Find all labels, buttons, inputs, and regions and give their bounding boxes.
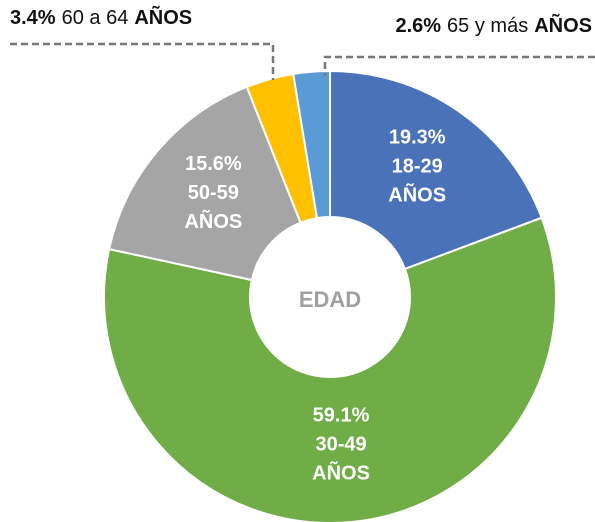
outside-label-value: 3.4% <box>10 7 56 29</box>
segment-label-line: 19.3% <box>389 126 446 148</box>
outside-label-category: 60 a 64 <box>62 7 129 29</box>
outside-label: 2.6% 65 y más AÑOS <box>395 14 592 37</box>
outside-label-unit: AÑOS <box>134 6 192 29</box>
donut-segment <box>103 216 557 522</box>
leader-line <box>10 42 275 80</box>
center-label: EDAD <box>299 287 361 312</box>
donut-segment <box>107 85 302 282</box>
outside-label-unit: AÑOS <box>534 14 592 37</box>
outside-label: 3.4% 60 a 64 AÑOS <box>10 6 192 29</box>
segment-label-line: AÑOS <box>184 210 242 233</box>
donut-segment <box>329 69 543 271</box>
segment-label: 59.1% 30-49 AÑOS <box>312 405 370 485</box>
segment-label-line: 30-49 <box>315 434 366 456</box>
segment-label-line: 50-59 <box>188 182 239 204</box>
segment-label-line: 59.1% <box>313 405 370 427</box>
segment-label: 19.3% 18-29 AÑOS <box>388 126 446 206</box>
leader-line <box>323 55 595 76</box>
outside-label-category: 65 y más <box>447 15 528 37</box>
segment-label: 15.6% 50-59 AÑOS <box>184 153 242 233</box>
donut-segment <box>292 69 331 220</box>
segment-label-line: AÑOS <box>312 462 370 485</box>
outside-label-value: 2.6% <box>395 15 441 37</box>
segment-label-line: 18-29 <box>392 155 443 177</box>
segment-label-line: AÑOS <box>388 183 446 206</box>
segment-label-line: 15.6% <box>185 153 242 175</box>
